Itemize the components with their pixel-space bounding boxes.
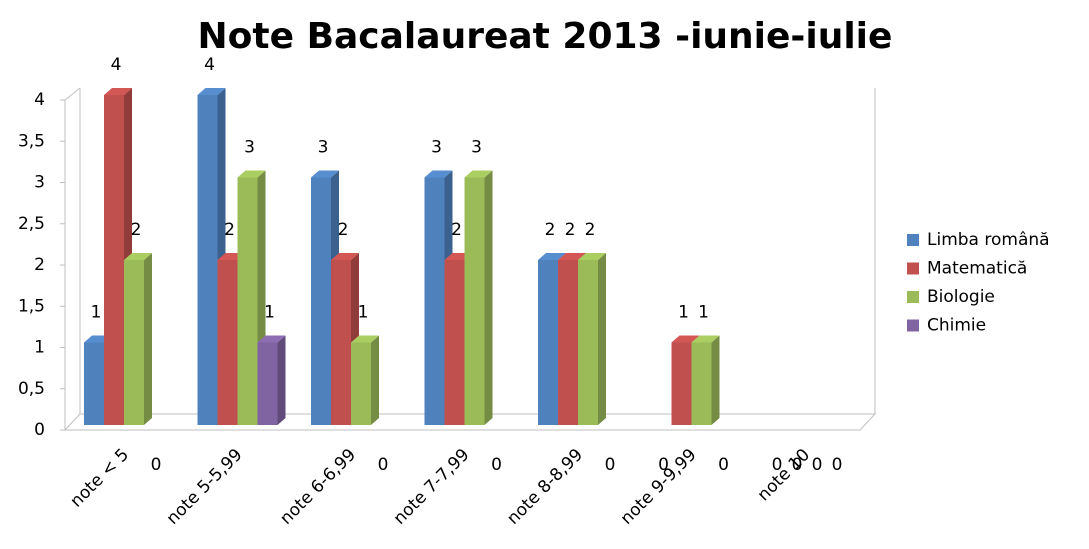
data-label: 3 (318, 138, 329, 158)
bar-top (558, 253, 586, 260)
x-tick-label: note 5-5,99 (163, 445, 247, 529)
data-label: 1 (678, 303, 689, 323)
x-tick-label: note 6-6,99 (276, 445, 360, 529)
bar-top (104, 88, 132, 95)
y-tick-label: 4 (34, 90, 45, 110)
data-label: 1 (358, 303, 369, 323)
bar (311, 177, 331, 425)
bar (464, 177, 485, 425)
x-tick-label: note 10 (754, 445, 814, 505)
bar (538, 260, 558, 425)
bar (351, 342, 371, 425)
legend-label: Limba română (927, 230, 1050, 250)
bar-top (691, 335, 720, 343)
data-label: 3 (244, 138, 255, 158)
data-label: 4 (204, 55, 215, 75)
side-wall-top (64, 87, 81, 101)
y-tick-label: 0,5 (18, 379, 45, 399)
bar-top (197, 88, 226, 95)
bar-top (124, 253, 152, 260)
data-label: 0 (151, 455, 162, 475)
data-label: 0 (378, 455, 389, 475)
bar (331, 260, 351, 425)
bar-side (598, 253, 606, 425)
bar-top (311, 170, 339, 178)
bar (257, 342, 278, 425)
data-label: 0 (605, 455, 616, 475)
legend-swatch (907, 262, 919, 275)
data-label: 0 (812, 455, 823, 475)
y-tick-label: 1,5 (18, 296, 45, 316)
data-label: 4 (111, 55, 122, 75)
bar-top (578, 253, 606, 260)
data-label: 0 (772, 455, 783, 475)
bar (197, 95, 218, 425)
bar-top (424, 170, 453, 178)
bar (84, 342, 104, 425)
bar (691, 342, 712, 425)
bar (237, 177, 258, 425)
y-tick-label: 3,5 (18, 131, 45, 151)
bar-top (257, 335, 286, 343)
bar (578, 260, 598, 425)
bar-side (144, 253, 152, 425)
bar (558, 260, 578, 425)
data-label: 2 (338, 220, 349, 240)
data-label: 2 (565, 220, 576, 240)
data-label: 0 (718, 455, 729, 475)
x-tick-label: note 8-8,99 (503, 445, 587, 529)
legend-label: Biologie (927, 287, 995, 307)
data-label: 2 (545, 220, 556, 240)
data-label: 1 (698, 303, 709, 323)
bar-top (464, 170, 493, 178)
bar-top (237, 170, 266, 178)
bar-side (711, 335, 720, 425)
y-tick-label: 3 (34, 173, 45, 193)
y-tick-label: 1 (34, 338, 45, 358)
x-tick-label: note 7-7,99 (390, 445, 474, 529)
bar (424, 177, 445, 425)
bar-top (331, 253, 359, 260)
legend-label: Chimie (927, 316, 986, 336)
data-label: 0 (658, 455, 669, 475)
data-label: 0 (491, 455, 502, 475)
data-label: 1 (91, 303, 102, 323)
bar (671, 342, 692, 425)
legend-swatch (907, 319, 919, 332)
data-label: 0 (832, 455, 843, 475)
bar (104, 95, 124, 425)
data-label: 2 (451, 220, 462, 240)
bar-top (351, 335, 379, 343)
y-tick-label: 2 (34, 255, 45, 275)
y-tick-label: 2,5 (18, 214, 45, 234)
data-label: 3 (431, 138, 442, 158)
bar-top (538, 253, 566, 260)
data-label: 2 (224, 220, 235, 240)
bar (217, 260, 238, 425)
legend-swatch (907, 234, 919, 246)
bar-side (277, 335, 286, 425)
y-tick-label: 0 (34, 420, 45, 440)
bar-side (371, 335, 379, 425)
legend-label: Matematică (927, 259, 1027, 279)
x-tick-label: note < 5 (66, 445, 133, 512)
bar (124, 260, 144, 425)
chart-title: Note Bacalaureat 2013 -iunie-iulie (198, 16, 893, 57)
legend-swatch (907, 291, 919, 303)
data-label: 2 (131, 220, 142, 240)
data-label: 1 (264, 303, 275, 323)
bar-top (671, 335, 700, 343)
data-label: 3 (471, 138, 482, 158)
data-label: 2 (585, 220, 596, 240)
data-label: 0 (792, 455, 803, 475)
bar-side (484, 170, 493, 425)
bar (444, 260, 465, 425)
